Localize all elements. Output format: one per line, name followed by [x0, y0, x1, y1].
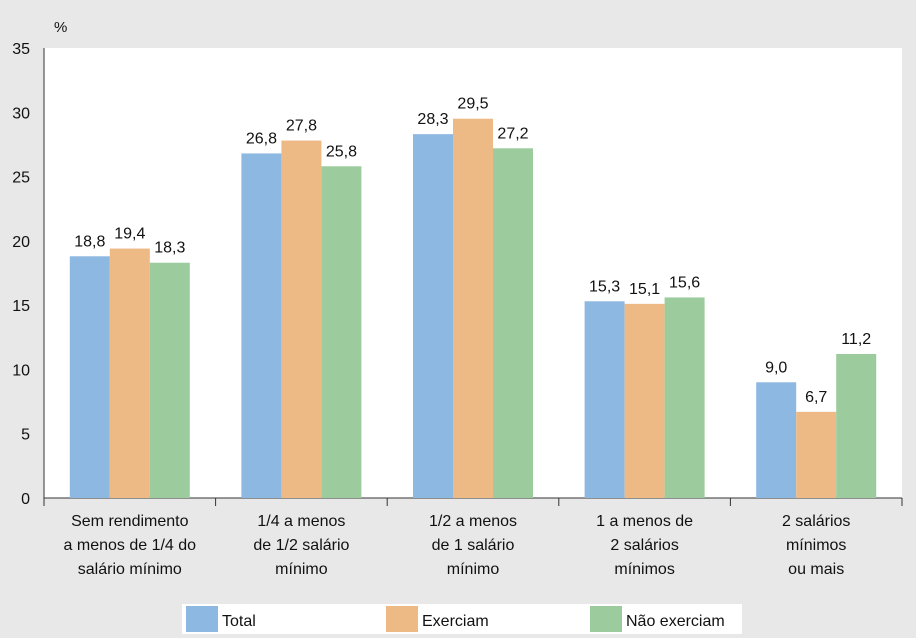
x-category-label: mínimos	[786, 537, 846, 554]
legend-label: Não exerciam	[626, 613, 725, 630]
legend-box	[182, 604, 742, 634]
bar	[836, 354, 877, 498]
legend-swatch	[186, 606, 218, 632]
data-label: 27,2	[497, 125, 528, 142]
y-tick-label: 0	[21, 491, 30, 508]
x-category-label: 1/2 a menos	[429, 513, 517, 530]
x-category-label: salário mínimo	[78, 561, 182, 578]
data-label: 19,4	[114, 226, 145, 243]
bar	[241, 153, 282, 498]
y-tick-label: 20	[12, 234, 30, 251]
bar	[453, 118, 493, 498]
y-tick-label: 5	[21, 427, 30, 444]
data-label: 28,3	[417, 111, 448, 128]
legend-swatch	[386, 606, 418, 632]
x-category-label: mínimos	[614, 561, 674, 578]
y-tick-label: 30	[12, 105, 30, 122]
x-category-label: a menos de 1/4 do	[64, 537, 197, 554]
bar	[321, 166, 362, 499]
x-category-label: mínimo	[447, 561, 500, 578]
data-label: 25,8	[326, 143, 357, 160]
bar	[584, 301, 625, 498]
data-label: 18,8	[74, 233, 105, 250]
y-axis-unit-label: %	[54, 19, 67, 36]
data-label: 27,8	[286, 118, 317, 135]
bar	[624, 303, 665, 498]
x-category-label: Sem rendimento	[71, 513, 188, 530]
y-tick-label: 35	[12, 41, 30, 58]
data-label: 29,5	[457, 96, 488, 113]
data-label: 15,3	[589, 278, 620, 295]
data-label: 15,6	[669, 274, 700, 291]
y-tick-label: 15	[12, 298, 30, 315]
data-label: 11,2	[841, 331, 871, 348]
y-tick-label: 25	[12, 170, 30, 187]
legend-swatch	[590, 606, 622, 632]
x-category-label: 1 a menos de	[596, 513, 693, 530]
data-label: 26,8	[246, 130, 277, 147]
x-category-label: 1/4 a menos	[257, 513, 345, 530]
x-category-label: ou mais	[788, 561, 844, 578]
bar	[69, 256, 110, 498]
bar	[109, 248, 150, 498]
data-label: 18,3	[154, 240, 185, 257]
bar	[413, 134, 453, 498]
bar	[493, 148, 533, 499]
legend-label: Total	[222, 613, 256, 630]
x-category-label: 2 salários	[782, 513, 850, 530]
data-label: 6,7	[805, 389, 827, 406]
bar	[149, 262, 190, 498]
x-category-label: mínimo	[275, 561, 328, 578]
x-category-label: 2 salários	[610, 537, 678, 554]
bar	[664, 297, 705, 498]
y-tick-label: 10	[12, 362, 30, 379]
bar	[796, 411, 837, 498]
bar	[756, 382, 797, 498]
legend-label: Exerciam	[422, 613, 489, 630]
data-label: 15,1	[629, 281, 660, 298]
x-category-label: de 1 salário	[432, 537, 515, 554]
x-category-label: de 1/2 salário	[253, 537, 349, 554]
bar	[281, 140, 322, 499]
data-label: 9,0	[765, 359, 787, 376]
